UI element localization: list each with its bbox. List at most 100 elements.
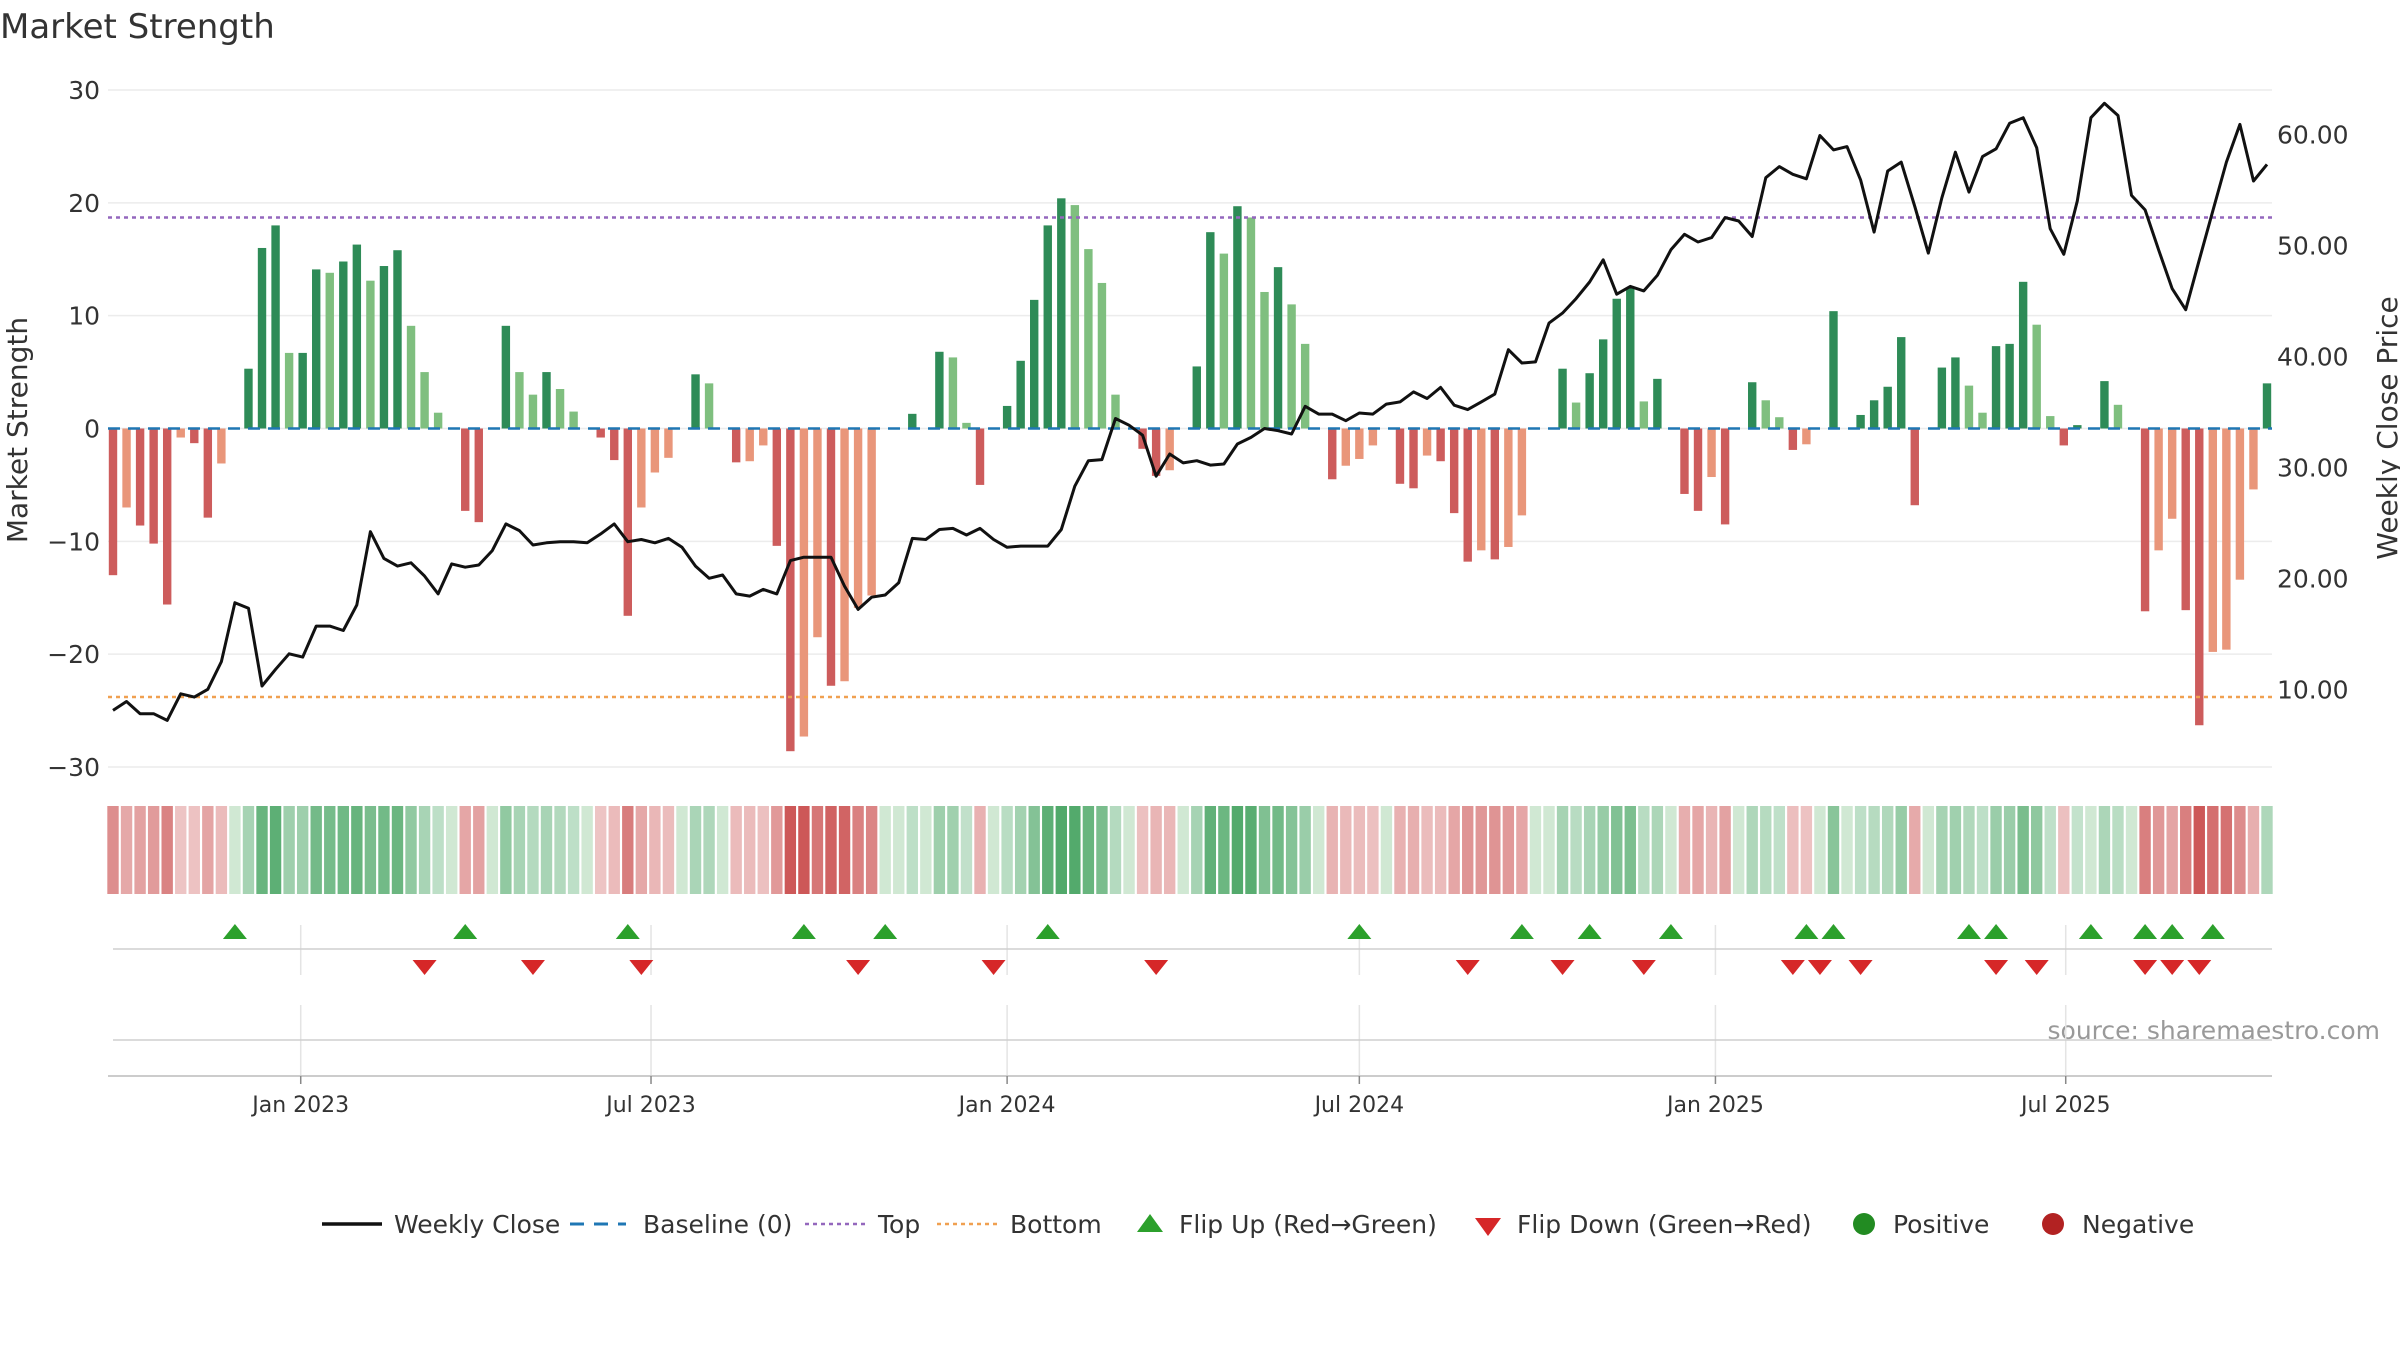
legend-label: Negative <box>2082 1210 2194 1239</box>
heat-cell <box>635 806 648 894</box>
strength-bar <box>1030 299 1039 429</box>
flip-down-marker <box>1455 960 1480 975</box>
legend-label: Bottom <box>1010 1210 1102 1239</box>
heat-cell <box>1597 806 1609 894</box>
legend-item: Top <box>805 1210 920 1239</box>
strength-bar <box>420 372 429 429</box>
x-tick-label: Jan 2023 <box>250 1093 349 1118</box>
heat-cell <box>1990 806 2002 894</box>
strength-bar <box>1206 232 1215 429</box>
heat-cell <box>662 806 675 894</box>
heat-cell <box>120 806 133 894</box>
heat-cell <box>1191 806 1203 894</box>
strength-bar <box>1287 304 1296 429</box>
flip-up-marker <box>1794 924 1819 939</box>
y-right-tick-label: 30.00 <box>2277 453 2349 482</box>
heat-cell <box>798 806 810 894</box>
heat-cell <box>1014 806 1027 894</box>
strength-bar <box>108 428 118 576</box>
strength-bar <box>312 269 321 429</box>
strength-bar <box>284 352 294 429</box>
heat-cell <box>2193 806 2205 894</box>
strength-bar <box>190 428 199 444</box>
strength-bar <box>1558 368 1567 429</box>
heat-cell <box>1313 806 1325 894</box>
strength-bar <box>2249 428 2258 490</box>
strength-bar <box>1883 386 1892 429</box>
heat-cell <box>1976 806 1989 894</box>
x-tick-label: Jan 2024 <box>957 1093 1056 1118</box>
strength-bar <box>1016 360 1025 429</box>
strength-bar <box>217 428 226 464</box>
heat-cell <box>202 806 214 894</box>
heat-cell <box>2139 806 2151 894</box>
y-right-tick-label: 50.00 <box>2277 231 2349 260</box>
heat-cell <box>1109 806 1122 894</box>
strength-bar <box>433 412 443 429</box>
heat-cell <box>1231 806 1244 894</box>
x-tick-label: Jul 2023 <box>604 1093 696 1118</box>
strength-bar <box>650 428 660 473</box>
flip-up-marker <box>1509 924 1534 939</box>
flip-down-marker <box>1984 960 2009 975</box>
strength-bar <box>1043 225 1052 429</box>
heat-cell <box>405 806 417 894</box>
y-axis-left-label: Market Strength <box>1 317 34 543</box>
heat-cell <box>757 806 769 894</box>
legend-label: Positive <box>1893 1210 1989 1239</box>
heat-cell <box>1367 806 1379 894</box>
strength-bar <box>203 428 213 518</box>
heat-cell <box>473 806 485 894</box>
strength-bar <box>908 413 917 429</box>
strength-bar <box>1707 428 1716 478</box>
strength-bars <box>108 198 2272 752</box>
x-tick-label: Jan 2025 <box>1665 1093 1764 1118</box>
y-left-tick-label: −20 <box>47 640 100 669</box>
strength-bar <box>745 428 754 462</box>
flip-down-marker <box>981 960 1006 975</box>
chart-title: Market Strength <box>0 7 275 47</box>
strength-bar <box>1477 428 1486 551</box>
flip-up-marker <box>791 924 816 939</box>
heat-cell <box>744 806 756 894</box>
heat-cell <box>188 806 200 894</box>
heat-cell <box>1732 806 1745 894</box>
heat-cell <box>2234 806 2246 894</box>
grid-layer <box>108 89 2272 1075</box>
heat-cell <box>554 806 566 894</box>
strength-bar <box>948 357 958 429</box>
strength-bar <box>1165 428 1174 471</box>
heat-cell <box>1055 806 1067 894</box>
heat-cell <box>1096 806 1108 894</box>
heat-cell <box>296 806 309 894</box>
heat-cell <box>1136 806 1149 894</box>
strength-bar <box>1775 417 1784 429</box>
strength-bar <box>962 422 971 429</box>
heat-cell <box>1583 806 1596 894</box>
heat-cell <box>906 806 918 894</box>
legend-item: Weekly Close <box>322 1210 560 1239</box>
heat-cell <box>351 806 363 894</box>
flip-down-marker <box>629 960 654 975</box>
strength-bar <box>1355 428 1364 459</box>
heat-cell <box>1177 806 1189 894</box>
heat-cell <box>1624 806 1636 894</box>
heat-cell <box>540 806 553 894</box>
y-left-tick-label: 10 <box>68 302 100 331</box>
heat-cell <box>1299 806 1311 894</box>
legend-item: Baseline (0) <box>570 1210 792 1239</box>
strength-bar <box>637 428 646 508</box>
strength-bar <box>2208 428 2218 652</box>
legend-label: Top <box>877 1210 920 1239</box>
heat-cell <box>920 806 932 894</box>
weekly-close-line <box>112 101 2269 722</box>
heat-cell <box>581 806 593 894</box>
heat-cell <box>2152 806 2165 894</box>
legend-swatch <box>2042 1213 2064 1235</box>
strength-bar <box>366 280 375 429</box>
y-right-tick-label: 10.00 <box>2277 675 2349 704</box>
flip-up-marker <box>2160 924 2185 939</box>
heat-cell <box>1760 806 1772 894</box>
heat-cell <box>1949 806 1962 894</box>
